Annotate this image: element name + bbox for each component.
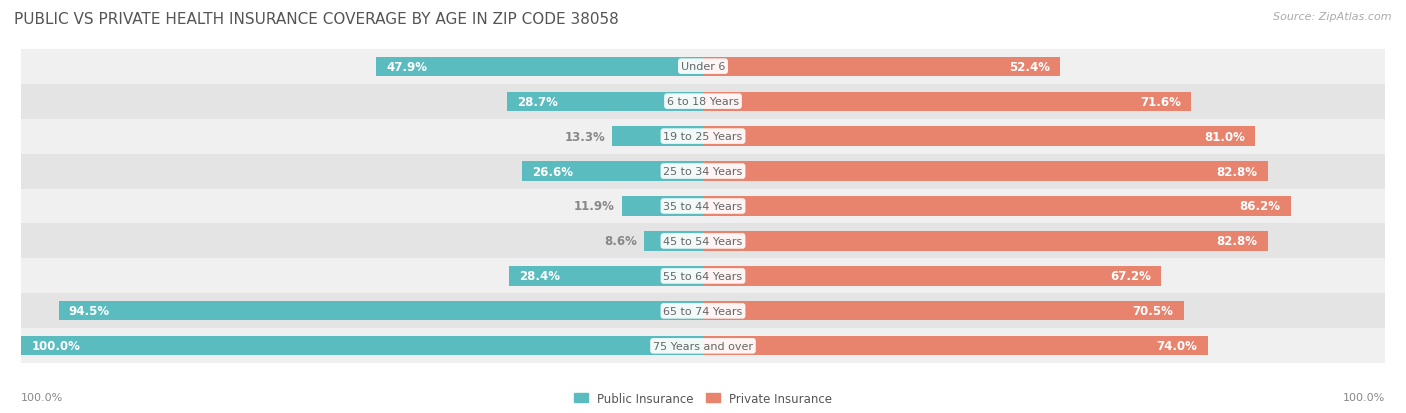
Bar	[612, 127, 703, 146]
Text: 82.8%: 82.8%	[1216, 165, 1257, 178]
Text: 8.6%: 8.6%	[605, 235, 637, 248]
Text: 52.4%: 52.4%	[1010, 61, 1050, 74]
Bar	[21, 84, 1385, 119]
Bar	[644, 232, 703, 251]
Bar	[508, 92, 703, 112]
Text: 26.6%: 26.6%	[531, 165, 572, 178]
Legend: Public Insurance, Private Insurance: Public Insurance, Private Insurance	[574, 392, 832, 405]
Bar	[703, 267, 1161, 286]
Text: PUBLIC VS PRIVATE HEALTH INSURANCE COVERAGE BY AGE IN ZIP CODE 38058: PUBLIC VS PRIVATE HEALTH INSURANCE COVER…	[14, 12, 619, 27]
Text: 28.7%: 28.7%	[517, 95, 558, 108]
Text: 100.0%: 100.0%	[21, 392, 63, 402]
Text: 28.4%: 28.4%	[520, 270, 561, 283]
Bar	[621, 197, 703, 216]
Text: 45 to 54 Years: 45 to 54 Years	[664, 236, 742, 247]
Text: 25 to 34 Years: 25 to 34 Years	[664, 166, 742, 177]
Text: Source: ZipAtlas.com: Source: ZipAtlas.com	[1274, 12, 1392, 22]
Bar	[21, 154, 1385, 189]
Text: 19 to 25 Years: 19 to 25 Years	[664, 132, 742, 142]
Bar	[59, 301, 703, 321]
Text: 86.2%: 86.2%	[1240, 200, 1281, 213]
Text: 100.0%: 100.0%	[1343, 392, 1385, 402]
Bar	[21, 337, 703, 356]
Text: 100.0%: 100.0%	[31, 339, 80, 352]
Text: 6 to 18 Years: 6 to 18 Years	[666, 97, 740, 107]
Text: 81.0%: 81.0%	[1205, 130, 1246, 143]
Bar	[703, 232, 1268, 251]
Bar	[21, 50, 1385, 84]
Bar	[703, 127, 1256, 146]
Bar	[703, 57, 1060, 76]
Bar	[703, 92, 1191, 112]
Bar	[509, 267, 703, 286]
Text: 35 to 44 Years: 35 to 44 Years	[664, 202, 742, 211]
Bar	[21, 189, 1385, 224]
Text: 65 to 74 Years: 65 to 74 Years	[664, 306, 742, 316]
Bar	[21, 224, 1385, 259]
Bar	[21, 329, 1385, 363]
Text: 74.0%: 74.0%	[1157, 339, 1198, 352]
Text: 94.5%: 94.5%	[69, 305, 110, 318]
Text: 71.6%: 71.6%	[1140, 95, 1181, 108]
Text: 55 to 64 Years: 55 to 64 Years	[664, 271, 742, 281]
Bar	[522, 162, 703, 181]
Text: 82.8%: 82.8%	[1216, 235, 1257, 248]
Text: 75 Years and over: 75 Years and over	[652, 341, 754, 351]
Bar	[703, 337, 1208, 356]
Bar	[21, 294, 1385, 329]
Bar	[377, 57, 703, 76]
Bar	[21, 119, 1385, 154]
Text: 13.3%: 13.3%	[565, 130, 606, 143]
Text: 47.9%: 47.9%	[387, 61, 427, 74]
Text: 70.5%: 70.5%	[1133, 305, 1174, 318]
Bar	[703, 197, 1291, 216]
Text: Under 6: Under 6	[681, 62, 725, 72]
Text: 67.2%: 67.2%	[1111, 270, 1152, 283]
Text: 11.9%: 11.9%	[574, 200, 614, 213]
Bar	[703, 301, 1184, 321]
Bar	[21, 259, 1385, 294]
Bar	[703, 162, 1268, 181]
